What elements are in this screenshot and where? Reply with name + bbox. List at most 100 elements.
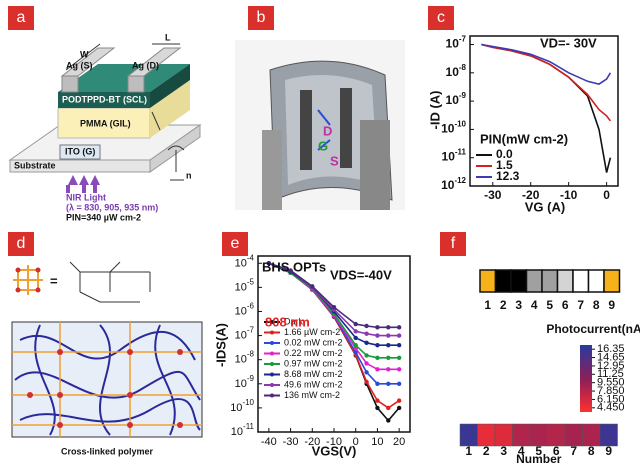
source-label: Ag (S) xyxy=(66,60,93,70)
pattern-box xyxy=(541,269,559,293)
data-point xyxy=(353,342,358,348)
heatmap-cell xyxy=(512,423,531,447)
heatmap-cell xyxy=(459,423,478,447)
box-number: 1 xyxy=(484,298,491,312)
data-point xyxy=(364,361,369,366)
data-point xyxy=(331,305,337,310)
panel-label: f xyxy=(451,235,456,252)
x-tick-label: 10 xyxy=(371,436,383,448)
legend-label: 0.0 xyxy=(496,147,513,161)
annotation: VDS=-40V xyxy=(330,267,392,282)
box-number: 2 xyxy=(500,298,507,312)
power-label: PIN=340 µW cm-2 xyxy=(66,212,141,222)
data-point xyxy=(386,342,391,348)
pattern-box xyxy=(525,269,543,293)
legend-label: 1.66 µW cm-2 xyxy=(284,327,340,337)
data-point xyxy=(353,350,358,355)
legend-marker xyxy=(270,351,274,356)
heatmap-number: 8 xyxy=(588,444,595,458)
legend-label: 8.68 mW cm-2 xyxy=(284,369,343,379)
legend-label: 136 mW cm-2 xyxy=(284,390,340,400)
y-tick-label: 10-12 xyxy=(441,176,466,192)
legend-marker xyxy=(270,393,274,398)
heatmap-number: 2 xyxy=(483,444,490,458)
annotation: BHS OPTs xyxy=(262,259,326,274)
data-point xyxy=(353,329,358,334)
scl-label: PODTPPD-BT (SCL) xyxy=(62,94,147,104)
substrate-label: Substrate xyxy=(14,160,56,170)
plot-frame xyxy=(469,35,619,187)
pattern-box xyxy=(556,269,574,293)
legend-label: 1.5 xyxy=(496,158,513,172)
data-point xyxy=(364,323,369,329)
panel-label-box xyxy=(248,6,274,30)
panel-label-box xyxy=(440,232,466,256)
colorbar-tick-label: 4.450 xyxy=(597,402,625,414)
box-number: 9 xyxy=(608,298,615,312)
caption: Cross-linked polymer xyxy=(61,446,154,456)
data-point xyxy=(375,405,380,411)
data-point xyxy=(353,321,358,327)
data-point xyxy=(353,335,358,341)
x-tick-label: -10 xyxy=(326,436,342,448)
data-point xyxy=(396,355,402,360)
data-point xyxy=(288,268,293,273)
y-axis-label: -ID (A) xyxy=(427,91,442,130)
x-axis-label: Number xyxy=(516,452,562,464)
length-label: L xyxy=(165,32,171,42)
panel-label: c xyxy=(437,9,445,26)
y-tick-label: 10-5 xyxy=(235,277,255,293)
polymer-schematic xyxy=(11,261,203,438)
pattern-box xyxy=(603,269,621,293)
box-number: 4 xyxy=(531,298,538,312)
data-point xyxy=(396,398,402,403)
heatmap-number: 5 xyxy=(535,444,542,458)
box-number: 7 xyxy=(577,298,584,312)
x-tick-label: -10 xyxy=(560,188,578,202)
panel-label-box xyxy=(8,232,34,256)
photo-label: G xyxy=(318,138,328,153)
heatmap-number: 7 xyxy=(570,444,577,458)
legend-marker xyxy=(270,341,274,345)
data-point xyxy=(364,370,369,375)
y-tick-label: 10-8 xyxy=(446,63,467,79)
data-point xyxy=(364,331,369,336)
data-point xyxy=(386,325,391,330)
data-point xyxy=(396,333,402,338)
colorbar xyxy=(580,345,592,412)
panel-label: b xyxy=(257,9,266,26)
repeat-label: n xyxy=(186,170,192,180)
data-point xyxy=(375,398,380,403)
data-point xyxy=(375,367,380,372)
colorbar-title: Photocurrent(nA) xyxy=(546,322,640,336)
data-point xyxy=(386,418,391,423)
drain-label: Ag (D) xyxy=(132,60,159,70)
heatmap-cell xyxy=(564,423,583,447)
data-point xyxy=(364,353,369,358)
y-tick-label: 10-6 xyxy=(235,302,255,318)
series-line xyxy=(481,43,612,85)
annotation: VD=- 30V xyxy=(540,35,597,50)
equals-sign: = xyxy=(50,273,58,288)
data-point xyxy=(386,333,391,338)
legend-marker xyxy=(270,372,274,377)
pattern-box xyxy=(494,269,512,293)
data-point xyxy=(375,325,380,330)
data-point xyxy=(375,333,380,338)
colorbar-tick-label: 6.150 xyxy=(597,393,625,405)
data-point xyxy=(396,381,402,386)
box-number: 8 xyxy=(593,298,600,312)
heatmap-number: 6 xyxy=(553,444,560,458)
y-tick-label: 10-7 xyxy=(235,326,255,342)
panel-label-box xyxy=(222,232,248,256)
heatmap-cell xyxy=(477,423,496,447)
legend-label: 0.22 mW cm-2 xyxy=(284,348,343,358)
y-tick-label: 10-10 xyxy=(441,120,466,136)
data-point xyxy=(396,405,402,411)
data-point xyxy=(266,261,272,266)
legend-label: 12.3 xyxy=(496,169,520,183)
x-axis-label: VGS(V) xyxy=(312,443,357,458)
y-tick-label: 10-11 xyxy=(442,148,467,164)
heatmap-cell xyxy=(494,423,513,447)
